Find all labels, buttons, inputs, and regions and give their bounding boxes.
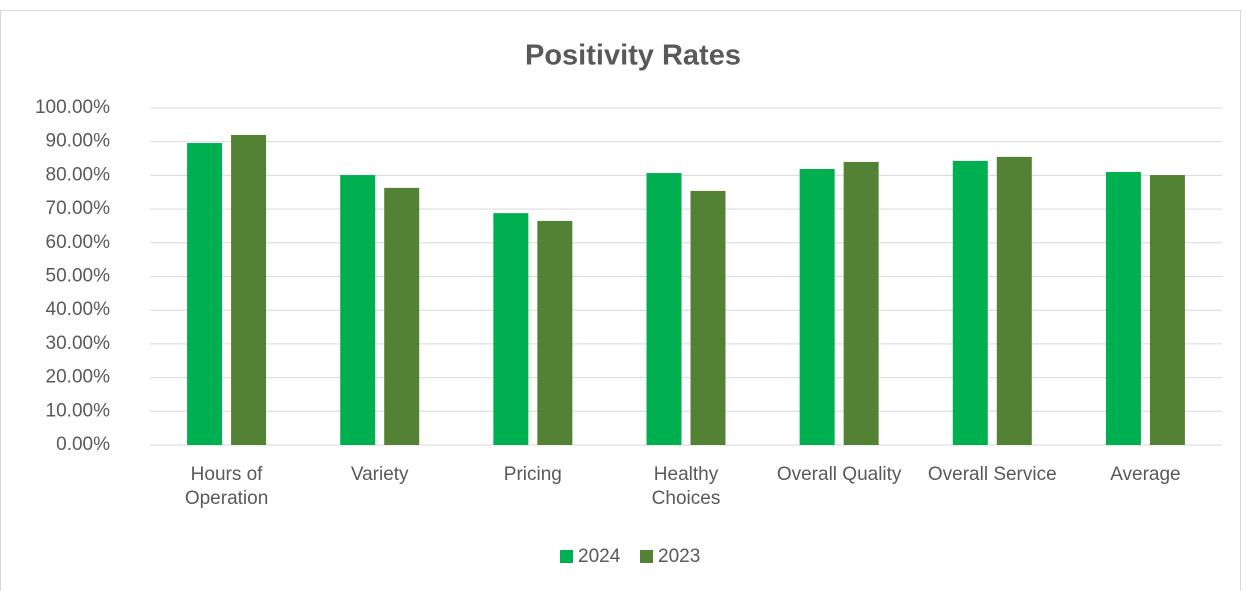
bar [1149, 175, 1185, 446]
legend-swatch [560, 550, 573, 563]
bar [952, 160, 988, 445]
legend-swatch [640, 550, 653, 563]
x-tick-label: Average [1110, 464, 1181, 485]
bar [231, 134, 267, 445]
x-tick-label: Overall Service [927, 464, 1057, 485]
bar [493, 213, 529, 445]
bar [646, 173, 682, 445]
x-tick-label: Variety [350, 464, 409, 485]
x-tick-label: Hours of Operation [184, 464, 269, 509]
bar [843, 161, 879, 446]
x-tick-label: Healthy Choices [651, 464, 721, 509]
y-tick-label: 40.00% [46, 299, 111, 320]
bar [690, 190, 726, 445]
y-tick-label: 30.00% [46, 333, 111, 354]
bar [340, 175, 376, 446]
bar [384, 187, 420, 445]
bar [799, 168, 835, 445]
y-tick-label: 0.00% [56, 434, 110, 455]
bar [1105, 172, 1141, 445]
bar [187, 143, 223, 445]
y-tick-label: 50.00% [46, 266, 111, 287]
bar [996, 156, 1032, 446]
y-tick-label: 80.00% [46, 164, 111, 185]
y-tick-label: 90.00% [46, 131, 111, 152]
x-tick-label: Overall Quality [776, 464, 902, 485]
y-tick-label: 100.00% [35, 97, 110, 118]
y-tick-label: 60.00% [46, 232, 111, 253]
legend-label: 2023 [658, 546, 700, 567]
y-tick-label: 70.00% [46, 198, 111, 219]
x-tick-label: Pricing [503, 464, 562, 485]
chart-border [0, 10, 1241, 591]
legend-label: 2024 [578, 546, 621, 567]
y-tick-label: 10.00% [46, 400, 111, 421]
y-tick-label: 20.00% [46, 367, 111, 388]
bar [537, 220, 573, 445]
chart-title: Positivity Rates [525, 40, 741, 72]
